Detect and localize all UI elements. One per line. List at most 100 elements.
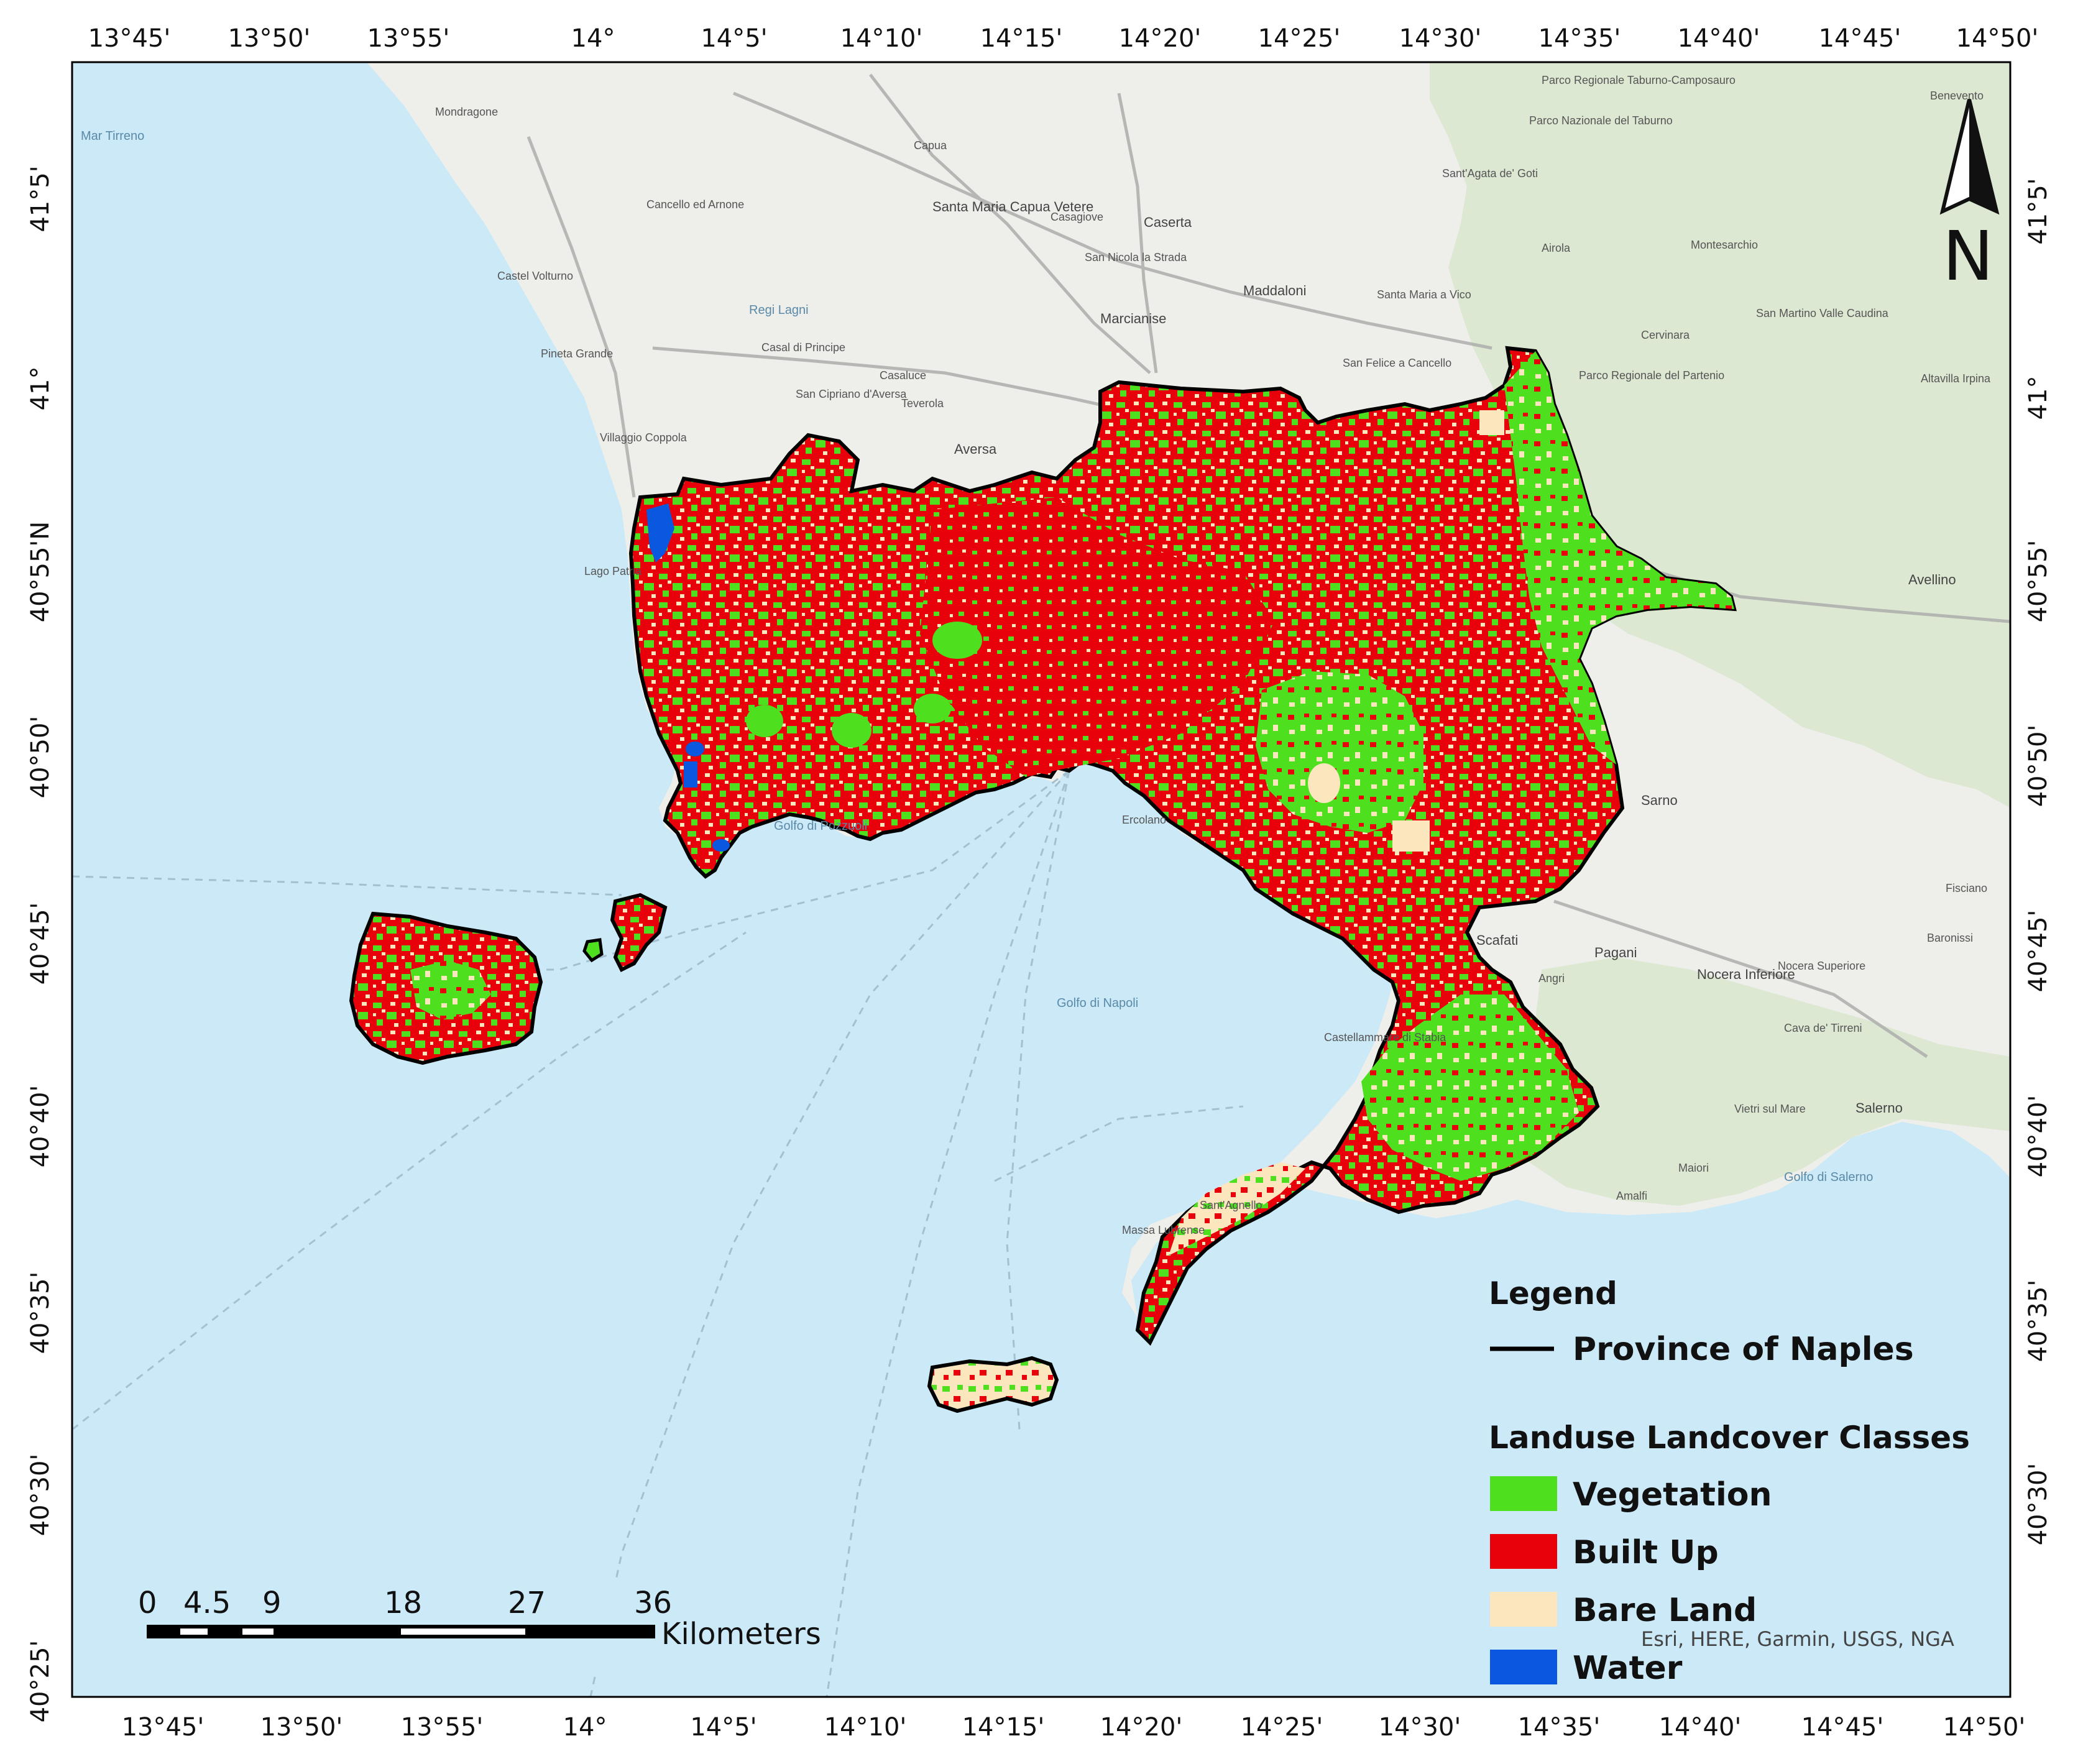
bare-land-patch [1479,410,1504,435]
sea-label-golfo-salerno: Golfo di Salerno [1784,1170,1873,1184]
top-tick-label: 14°40' [1678,24,1760,53]
north-arrow-shade [1969,99,1997,211]
bottom-tick-label: 14°45' [1801,1713,1884,1742]
vivara-islet [582,938,604,963]
place-label: San Nicola la Strada [1085,251,1187,264]
vegetation-patch [914,694,951,724]
place-label: Castel Volturno [497,270,573,282]
place-label: Nocera Inferiore [1697,967,1795,982]
bottom-tick-label: 14°15' [962,1713,1045,1742]
place-label: San Martino Valle Caudina [1756,307,1889,319]
scale-label: 4.5 [183,1586,231,1620]
place-label: Cervinara [1641,329,1690,341]
place-label: Avellino [1908,572,1956,587]
capri-island [927,1356,1059,1413]
place-label: Altavilla Irpina [1921,372,1991,385]
top-tick-label: 14°45' [1819,24,1901,53]
place-label: Fisciano [1946,882,1987,894]
left-tick-label: 40°50' [26,716,55,799]
right-tick-label: 40°50' [2024,725,2053,807]
place-label: Sant'Agata de' Goti [1442,167,1538,180]
place-label: Vietri sul Mare [1734,1103,1806,1115]
scale-label: 9 [262,1586,282,1620]
legend: Legend Province of Naples Landuse Landco… [1489,1275,1970,1687]
place-labels: Mondragone Capua Santa Maria Capua Veter… [435,74,1991,1236]
river-label: Regi Lagni [749,303,809,317]
place-label: Caserta [1144,214,1192,230]
place-label: Cava de' Tirreni [1784,1022,1862,1034]
place-label: Cancello ed Arnone [646,198,744,211]
place-label: Montesarchio [1691,239,1758,251]
left-tick-label: 40°25' [26,1640,55,1723]
place-label: Amalfi [1616,1190,1647,1202]
legend-label-water: Water [1573,1650,1683,1687]
place-label: Scafati [1476,932,1518,948]
scale-label: 0 [138,1586,157,1620]
place-label: Baronissi [1927,932,1973,944]
hills-south [1523,957,2010,1206]
vesuvius-vegetation [1256,671,1423,833]
bottom-tick-label: 14°40' [1659,1713,1742,1742]
top-tick-label: 14°15' [980,24,1063,53]
left-tick-label: 41° [26,367,55,411]
sorrento-vegetation [1361,995,1579,1181]
place-label: Capua [914,139,947,152]
place-label: Santa Maria Capua Vetere [932,199,1093,214]
left-tick-label: 40°55'N [26,521,55,623]
scale-label: 36 [634,1586,672,1620]
bottom-tick-label: 13°55' [401,1713,484,1742]
naples-urban-core [920,497,1274,777]
legend-label-bare-land: Bare Land [1573,1592,1757,1629]
left-tick-label: 40°30' [26,1454,55,1537]
bottom-tick-label: 13°50' [260,1713,343,1742]
right-graticule: 41°5' 41° 40°55' 40°50' 40°45' 40°40' 40… [2024,178,2053,1545]
lago-miseno [712,839,730,852]
place-label: Lago Patria [584,565,642,577]
place-label: Castellammare di Stabia [1324,1031,1446,1044]
right-tick-label: 41°5' [2024,178,2053,244]
place-label: Mondragone [435,106,498,118]
left-tick-label: 41°5' [26,165,55,232]
park-label: Parco Nazionale del Taburno [1529,114,1673,127]
lago-fusaro [684,761,697,788]
place-label: Maddaloni [1243,283,1307,298]
scale-label: 18 [384,1586,422,1620]
place-label: Sarno [1641,792,1678,808]
partenio-vegetation [1504,351,1734,765]
place-label: Teverola [901,397,944,410]
right-tick-label: 41° [2024,376,2053,420]
top-tick-label: 14°30' [1399,24,1482,53]
place-label: Ercolano [1122,814,1166,826]
vegetation-patch [746,705,783,737]
north-label: N [1943,216,1993,296]
place-label: Pineta Grande [541,347,613,360]
attribution-credit: Esri, HERE, Garmin, USGS, NGA [1641,1627,1954,1651]
lago-lucrino [686,742,704,756]
legend-boundary-label: Province of Naples [1573,1331,1914,1368]
procida-island [610,893,668,973]
place-label: Massa Lubrense [1122,1224,1205,1236]
map-body [72,62,2010,1697]
right-tick-label: 40°55' [2024,540,2053,623]
left-tick-label: 40°35' [26,1272,55,1354]
place-label: Villaggio Coppola [600,431,687,444]
bottom-tick-label: 13°45' [122,1713,205,1742]
top-graticule: 13°45' 13°50' 13°55' 14° 14°5' 14°10' 14… [88,24,2039,53]
place-label: Salerno [1855,1100,1903,1116]
sea-label-golfo-pozzuoli: Golfo di Pozzuoli [774,819,867,833]
scale-bar-segment [180,1628,208,1635]
place-label: Sant'Agnello [1200,1199,1262,1211]
place-label: Pagani [1594,945,1637,960]
legend-swatch-bare-land [1490,1592,1557,1627]
top-tick-label: 13°45' [88,24,171,53]
scale-bar: 0 4.5 9 18 27 36 Kilometers [131,1582,827,1672]
legend-label-vegetation: Vegetation [1573,1476,1772,1514]
left-graticule: 41°5' 41° 40°55'N 40°50' 40°45' 40°40' 4… [26,165,55,1722]
left-tick-label: 40°40' [26,1085,55,1168]
legend-label-built-up: Built Up [1573,1534,1719,1571]
scale-unit: Kilometers [661,1617,821,1651]
water-bodies [646,503,730,852]
top-tick-label: 14°10' [840,24,923,53]
lago-patria [646,503,674,563]
